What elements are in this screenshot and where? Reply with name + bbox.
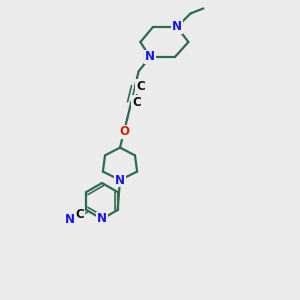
Text: C: C (136, 80, 145, 93)
Text: N: N (145, 50, 155, 64)
Text: C: C (132, 96, 141, 109)
Text: N: N (115, 173, 125, 187)
Text: C: C (75, 208, 84, 220)
Text: O: O (119, 125, 129, 139)
Text: N: N (97, 212, 107, 226)
Text: N: N (172, 20, 182, 34)
Text: N: N (64, 213, 74, 226)
